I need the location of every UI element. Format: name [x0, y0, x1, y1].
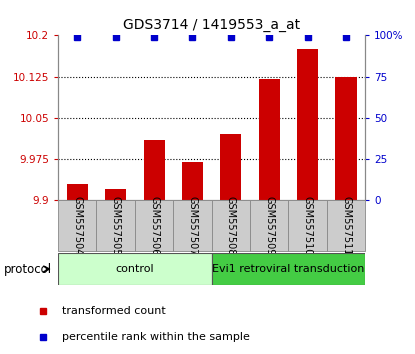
- Bar: [105, 189, 126, 200]
- FancyBboxPatch shape: [327, 200, 365, 251]
- Title: GDS3714 / 1419553_a_at: GDS3714 / 1419553_a_at: [123, 18, 300, 32]
- Bar: [182, 161, 203, 200]
- Text: GSM557509: GSM557509: [264, 196, 274, 255]
- Bar: [259, 79, 280, 200]
- Bar: [297, 49, 318, 200]
- FancyBboxPatch shape: [173, 200, 212, 251]
- Text: control: control: [115, 264, 154, 274]
- FancyBboxPatch shape: [212, 253, 365, 285]
- FancyBboxPatch shape: [58, 253, 212, 285]
- FancyBboxPatch shape: [96, 200, 135, 251]
- FancyBboxPatch shape: [212, 200, 250, 251]
- Bar: [144, 139, 165, 200]
- Text: GSM557508: GSM557508: [226, 196, 236, 255]
- Text: GSM557506: GSM557506: [149, 196, 159, 255]
- Text: GSM557511: GSM557511: [341, 196, 351, 255]
- FancyBboxPatch shape: [58, 200, 96, 251]
- Text: percentile rank within the sample: percentile rank within the sample: [62, 332, 250, 342]
- Bar: [335, 76, 356, 200]
- Bar: [67, 183, 88, 200]
- Text: protocol: protocol: [4, 263, 52, 275]
- Text: Evi1 retroviral transduction: Evi1 retroviral transduction: [212, 264, 365, 274]
- Text: GSM557507: GSM557507: [188, 196, 198, 256]
- Text: GSM557504: GSM557504: [72, 196, 82, 255]
- FancyBboxPatch shape: [135, 200, 173, 251]
- FancyBboxPatch shape: [250, 200, 288, 251]
- Text: GSM557505: GSM557505: [111, 196, 121, 256]
- Text: transformed count: transformed count: [62, 306, 166, 316]
- Text: GSM557510: GSM557510: [303, 196, 312, 255]
- Bar: [220, 134, 242, 200]
- FancyBboxPatch shape: [288, 200, 327, 251]
